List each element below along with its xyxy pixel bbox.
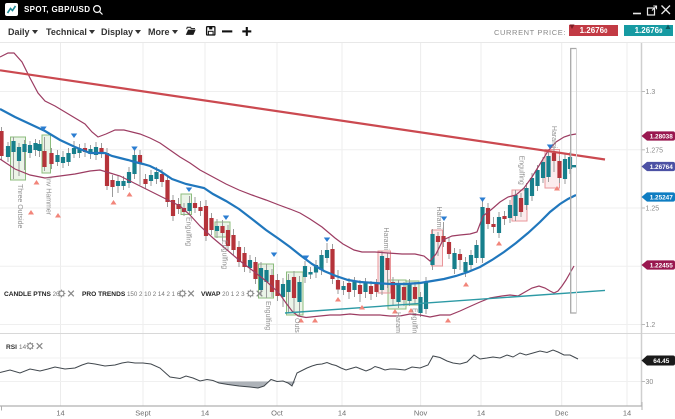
svg-text:Engulfing: Engulfing: [264, 301, 271, 330]
svg-text:Oct: Oct: [271, 409, 284, 418]
svg-text:1.26764: 1.26764: [650, 164, 674, 171]
svg-text:Engulfing: Engulfing: [518, 156, 525, 185]
svg-text:Inv Hammer: Inv Hammer: [45, 177, 52, 216]
svg-text:1.3: 1.3: [646, 89, 656, 96]
svg-text:1.25247: 1.25247: [650, 194, 674, 201]
svg-text:Engulfing: Engulfing: [221, 240, 228, 269]
svg-text:1.22455: 1.22455: [650, 262, 674, 269]
svg-text:PRO TRENDS 150 2 10 2 14 2 1 6: PRO TRENDS 150 2 10 2 14 2 1 6: [82, 291, 181, 298]
svg-text:14: 14: [623, 409, 631, 418]
svg-text:1.2: 1.2: [646, 322, 656, 329]
svg-text:1.275: 1.275: [646, 147, 664, 154]
svg-text:RSI 14: RSI 14: [6, 344, 26, 351]
svg-text:Harami: Harami: [382, 227, 389, 250]
svg-text:64.45: 64.45: [653, 358, 669, 365]
svg-text:Harami: Harami: [394, 312, 401, 335]
svg-text:14: 14: [338, 409, 346, 418]
svg-text:30: 30: [646, 379, 654, 386]
svg-text:1.28038: 1.28038: [650, 133, 674, 140]
svg-text:Dec: Dec: [555, 409, 569, 418]
svg-text:14: 14: [201, 409, 209, 418]
svg-text:1.25: 1.25: [646, 206, 660, 213]
svg-text:CANDLE PTNS 20: CANDLE PTNS 20: [4, 291, 60, 298]
svg-text:Harami: Harami: [550, 126, 557, 149]
svg-text:Outside: Outside: [293, 318, 300, 342]
svg-text:Sept: Sept: [135, 409, 151, 418]
svg-text:Three Outside: Three Outside: [16, 184, 23, 228]
svg-text:14: 14: [56, 409, 64, 418]
svg-text:VWAP 20 1 2 3: VWAP 20 1 2 3: [201, 291, 245, 298]
svg-text:Engulfing: Engulfing: [185, 217, 192, 246]
svg-text:Engulfing: Engulfing: [411, 308, 418, 337]
svg-text:14: 14: [477, 409, 485, 418]
svg-text:Nov: Nov: [414, 409, 428, 418]
svg-text:Harami: Harami: [435, 206, 442, 229]
